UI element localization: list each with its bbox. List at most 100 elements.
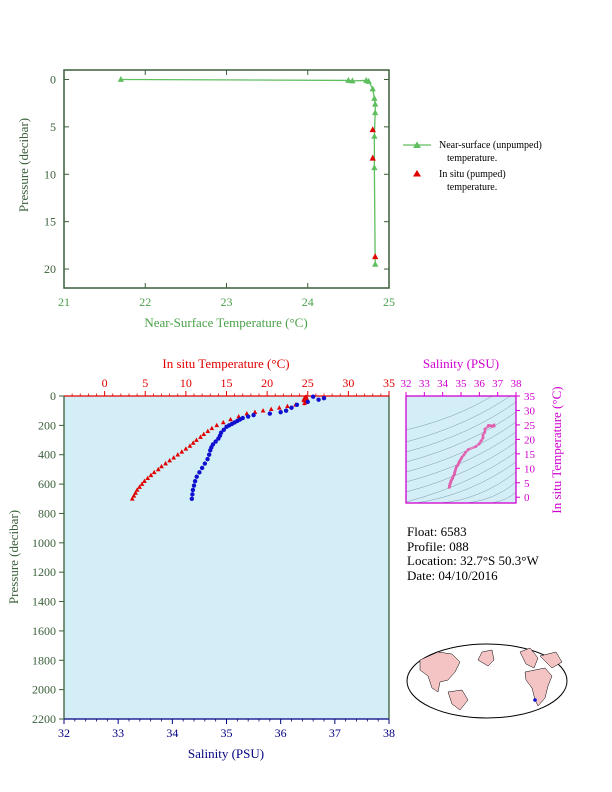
ts-salinity-label: Salinity (PSU) <box>423 356 499 371</box>
float-info: Float: 6583 Profile: 088 Location: 32.7°… <box>407 524 539 583</box>
y-tick-label: 15 <box>44 215 56 229</box>
salinity-point <box>305 399 310 405</box>
near-surface-point <box>117 75 125 82</box>
x-tick-label: 25 <box>383 295 395 309</box>
near-surface-y-label: Pressure (decibar) <box>16 118 31 212</box>
near-surface-point <box>349 77 356 84</box>
legend-label-near-surface-2: temperature. <box>447 153 497 164</box>
salinity-point <box>321 396 327 401</box>
temperature-point <box>205 428 211 434</box>
ts-temperature-label: In situ Temperature (°C) <box>549 386 564 513</box>
float-id: Float: 6583 <box>407 524 467 539</box>
temperature-point <box>201 431 207 436</box>
temperature-tick-label: 5 <box>142 376 148 390</box>
salinity-point <box>199 465 205 471</box>
near-surface-panel: 21 22 23 24 25 0 5 10 15 20 Near-Surface Temperat… <box>16 69 395 330</box>
ts-ticks: 32 33 34 35 36 37 38 0 5 10 15 20 25 30 35 <box>401 378 536 504</box>
ts-x-tick-label: 34 <box>437 378 449 390</box>
ts-point <box>477 442 481 446</box>
temperature-point <box>220 419 226 425</box>
temperature-point <box>183 446 189 451</box>
y-tick-label: 0 <box>50 72 56 86</box>
near-surface-series <box>117 75 379 267</box>
temperature-point <box>163 460 168 466</box>
near-surface-point <box>372 260 379 267</box>
ts-x-tick-label: 36 <box>474 378 486 390</box>
y-tick-label: 20 <box>44 262 56 276</box>
salinity-point <box>205 456 210 462</box>
pressure-tick-label: 400 <box>38 448 56 462</box>
near-surface-point <box>369 85 376 92</box>
salinity-tick-label: 32 <box>58 726 70 740</box>
temperature-point <box>171 455 177 460</box>
legend: Near-surface (unpumped) temperature. In … <box>403 140 542 193</box>
profile-panel: 0 5 10 15 20 25 30 35 32 33 34 35 36 37 38 0 200 400 600 80… <box>6 356 395 761</box>
pressure-tick-label: 1200 <box>32 565 56 579</box>
salinity-point <box>224 424 229 430</box>
temperature-point <box>268 406 274 412</box>
x-tick-label: 21 <box>58 295 70 309</box>
salinity-point <box>194 474 199 479</box>
map-landmasses <box>419 647 563 711</box>
temperature-tick-label: 10 <box>180 376 192 390</box>
profile-plot-background <box>64 396 389 719</box>
salinity-point <box>251 412 256 418</box>
ts-point <box>483 430 487 434</box>
ts-point <box>481 433 485 437</box>
temperature-point <box>175 452 181 457</box>
ts-y-tick-label: 20 <box>524 434 536 446</box>
x-tick-label: 23 <box>221 295 233 309</box>
in-situ-point <box>369 154 376 161</box>
ts-x-tick-label: 33 <box>419 378 431 390</box>
salinity-point <box>267 411 273 416</box>
pressure-tick-label: 2000 <box>32 683 56 697</box>
temperature-point <box>198 434 203 439</box>
salinity-point <box>289 405 294 410</box>
temperature-tick-label: 20 <box>261 376 273 390</box>
near-surface-ticks: 21 22 23 24 25 0 5 10 15 20 <box>44 70 395 309</box>
near-surface-point <box>365 77 372 84</box>
ts-x-tick-label: 37 <box>492 378 504 390</box>
temperature-tick-label: 25 <box>302 376 314 390</box>
temperature-point <box>142 478 147 483</box>
ts-point <box>487 424 490 428</box>
near-surface-point <box>372 100 379 107</box>
float-location-marker <box>533 698 537 702</box>
temperature-tick-label: 15 <box>221 376 233 390</box>
profile-date: Date: 04/10/2016 <box>407 567 498 583</box>
temperature-point <box>134 487 140 492</box>
ts-point <box>481 436 485 440</box>
x-tick-label: 22 <box>139 295 151 309</box>
temperature-point <box>276 405 282 410</box>
near-surface-point <box>371 132 378 139</box>
ts-point <box>464 450 467 454</box>
temperature-point <box>139 481 145 486</box>
salinity-point <box>294 402 300 408</box>
ts-point <box>479 439 483 443</box>
y-tick-label: 10 <box>44 167 56 181</box>
salinity-tick-label: 35 <box>221 726 233 740</box>
salinity-point <box>310 394 316 399</box>
near-surface-x-label: Near-Surface Temperature (°C) <box>144 315 307 330</box>
legend-label-in-situ-2: temperature. <box>447 182 497 193</box>
temperature-point <box>187 443 193 448</box>
profile-number: Profile: 088 <box>407 538 469 554</box>
near-surface-point <box>371 164 378 171</box>
salinity-point <box>190 487 196 493</box>
temperature-point <box>131 493 137 498</box>
legend-label-near-surface: Near-surface (unpumped) <box>439 140 542 151</box>
near-surface-point <box>345 76 352 83</box>
pressure-tick-label: 1400 <box>32 595 56 609</box>
x-tick-label: 24 <box>302 295 314 309</box>
temperature-point <box>159 463 164 469</box>
pressure-axis-label: Pressure (decibar) <box>6 510 21 604</box>
temperature-point <box>151 469 157 475</box>
location-map <box>406 643 568 719</box>
temperature-tick-label: 30 <box>342 376 354 390</box>
temperature-point <box>148 472 154 478</box>
salinity-point <box>316 397 321 402</box>
legend-label-in-situ: In situ (pumped) <box>439 169 506 180</box>
legend-marker-near-surface <box>413 141 421 148</box>
near-surface-plot-frame <box>63 69 390 289</box>
temperature-point <box>190 440 196 445</box>
